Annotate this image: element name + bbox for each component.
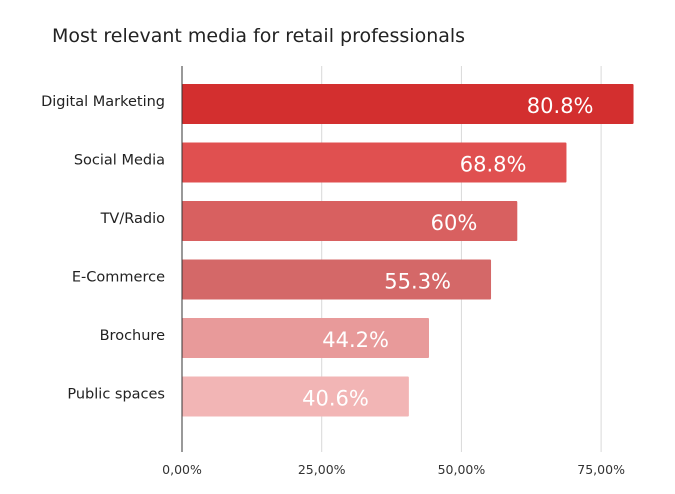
category-label: Public spaces (67, 387, 165, 403)
x-tick-label: 0,00% (162, 462, 202, 477)
data-label: 40.6% (302, 387, 369, 411)
category-label: Social Media (74, 153, 165, 169)
category-label: Brochure (100, 328, 165, 344)
category-label: E-Commerce (72, 270, 165, 286)
bars (182, 84, 634, 417)
data-label: 44.2% (322, 328, 389, 352)
bar (182, 376, 409, 417)
chart-title: Most relevant media for retail professio… (52, 25, 465, 47)
data-label: 60% (431, 211, 478, 235)
data-label: 80.8% (527, 94, 594, 118)
bar (182, 201, 518, 241)
data-labels: 80.8% 68.8% 60% 55.3% 44.2% 40.6% (302, 94, 593, 411)
x-tick-label: 25,00% (298, 462, 346, 477)
bar (182, 142, 567, 183)
category-labels: Digital Marketing Social Media TV/Radio E-C… (41, 94, 165, 403)
x-tick-label: 50,00% (438, 462, 486, 477)
x-tick-label: 75,00% (577, 462, 625, 477)
category-label: Digital Marketing (41, 94, 165, 110)
data-label: 68.8% (460, 153, 527, 177)
bar (182, 259, 492, 300)
data-label: 55.3% (384, 270, 451, 294)
x-axis-ticks: 0,00% 25,00% 50,00% 75,00% (162, 462, 625, 477)
bar (182, 318, 429, 358)
category-label: TV/Radio (100, 211, 166, 227)
bar (182, 84, 634, 124)
